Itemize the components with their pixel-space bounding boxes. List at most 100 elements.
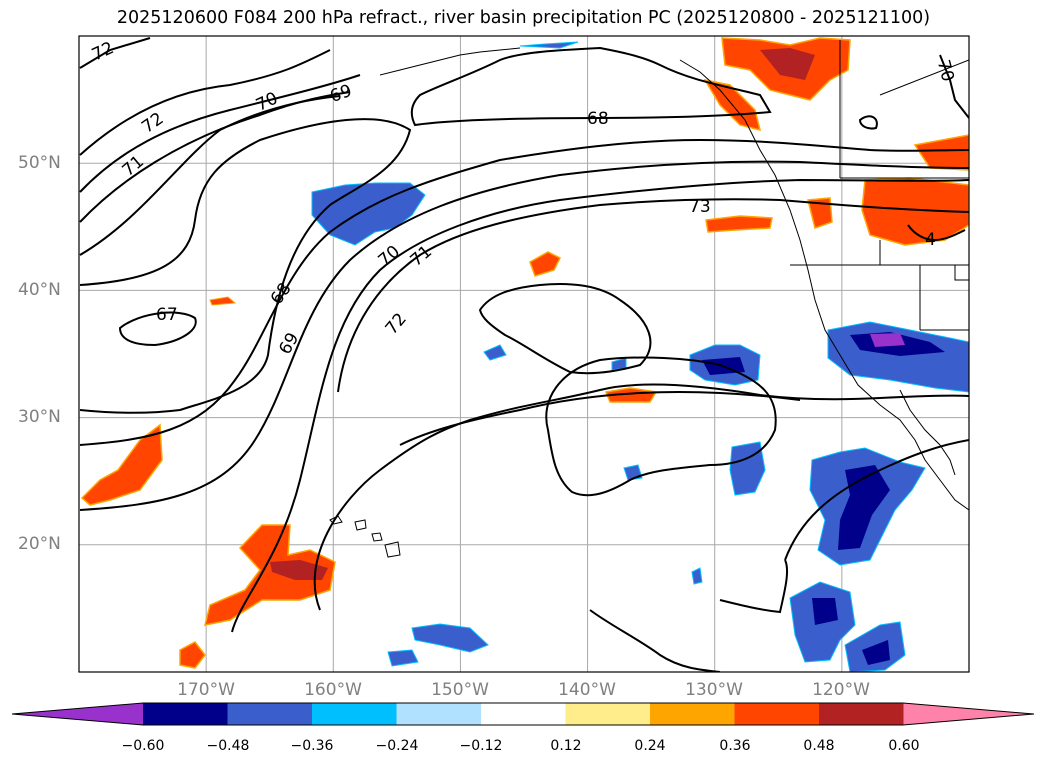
refractivity-contours	[79, 37, 969, 672]
anomaly-region	[705, 215, 773, 233]
colorbar-segment	[903, 703, 1034, 725]
colorbar-tick-label: −0.36	[290, 738, 334, 754]
anomaly-region	[203, 524, 336, 626]
anomaly-region	[913, 134, 969, 171]
contour-line	[79, 138, 969, 446]
anomaly-region	[827, 321, 969, 393]
lat-label: 40°N	[18, 280, 61, 300]
contour-label: 4	[925, 230, 936, 250]
anomaly-region	[311, 182, 426, 246]
anomaly-region	[870, 333, 905, 347]
map-title: 2025120600 F084 200 hPa refract., river …	[116, 8, 931, 28]
colorbar-tick-label: −0.12	[459, 738, 503, 754]
anomaly-region	[807, 197, 833, 229]
lon-label: 170°W	[177, 680, 235, 700]
hawaii-islands	[329, 515, 401, 558]
baja-coast	[899, 389, 956, 476]
colorbar-tick-label: −0.48	[206, 738, 250, 754]
north-america-coast	[679, 59, 969, 511]
contour-label: 70	[253, 89, 281, 116]
contour-label: 67	[156, 305, 178, 325]
contour-label: 68	[267, 279, 296, 308]
contour-line	[231, 178, 969, 633]
colorbar-tick-label: −0.60	[121, 738, 165, 754]
colorbar-outline	[11, 702, 1035, 726]
contour-line	[545, 356, 777, 497]
anomaly-region	[862, 640, 890, 665]
colorbar-segment	[143, 703, 228, 725]
colorbar-tick-label: 0.24	[634, 738, 666, 754]
contour-line	[399, 391, 801, 446]
colorbar-segment	[312, 703, 397, 725]
contour-label: 72	[382, 309, 411, 338]
contour-line	[478, 282, 652, 375]
anomaly-region	[387, 649, 419, 667]
contour-line	[79, 95, 341, 256]
contour-line	[337, 198, 969, 393]
anomaly-region	[519, 41, 579, 49]
map-frame	[78, 35, 970, 673]
contour-label: 71	[407, 242, 436, 271]
lon-label: 160°W	[304, 680, 362, 700]
contour-line	[410, 46, 772, 127]
contour-line	[939, 54, 969, 119]
colorbar-segment	[396, 703, 481, 725]
colorbar-tick-label: 0.36	[719, 738, 751, 754]
anomaly-region	[529, 251, 562, 277]
anomaly-region	[270, 560, 328, 580]
positive-anomaly-regions	[80, 37, 969, 669]
contour-line	[313, 383, 969, 611]
colorbar-segment	[565, 703, 650, 725]
lon-label: 140°W	[558, 680, 616, 700]
state-boundaries	[790, 40, 969, 331]
anomaly-region	[729, 441, 766, 496]
lat-label: 50°N	[18, 153, 61, 173]
contour-label: 70	[375, 242, 404, 271]
contour-line	[79, 49, 331, 156]
colorbar-segment	[819, 703, 904, 725]
contour-label: 73	[689, 197, 711, 217]
lon-label: 150°W	[431, 680, 489, 700]
map-plot-area	[79, 36, 969, 672]
colorbar	[11, 702, 1035, 726]
anomaly-region	[760, 48, 815, 80]
lat-label: 20°N	[18, 534, 61, 554]
anomaly-region	[209, 296, 237, 306]
lon-label: 130°W	[685, 680, 743, 700]
contour-line	[907, 224, 966, 242]
colorbar-tick-label: 0.12	[550, 738, 582, 754]
contour-label: 68	[587, 109, 609, 129]
coastlines	[329, 40, 969, 558]
alaska-coast	[379, 47, 521, 76]
contour-line	[79, 37, 151, 69]
colorbar-segment	[227, 703, 312, 725]
colorbar-segment	[734, 703, 819, 725]
colorbar-tick-label: −0.24	[375, 738, 419, 754]
contour-line	[79, 160, 969, 511]
anomaly-region	[179, 641, 206, 669]
anomaly-region	[80, 423, 163, 506]
anomaly-region	[604, 387, 658, 403]
anomaly-region	[483, 344, 507, 361]
colorbar-segment	[650, 703, 735, 725]
colorbar-tick-label: 0.60	[888, 738, 920, 754]
anomaly-region	[691, 567, 703, 585]
colorbar-tick-label: 0.48	[803, 738, 835, 754]
contour-label: 69	[327, 81, 354, 107]
contour-label: 69	[275, 329, 303, 358]
contour-line	[118, 311, 197, 347]
contour-line	[719, 559, 789, 614]
colorbar-segment	[481, 703, 566, 725]
lat-label: 30°N	[18, 407, 61, 427]
negative-anomaly-regions	[311, 41, 969, 672]
anomaly-region	[812, 598, 838, 625]
contour-line	[589, 609, 721, 672]
contour-line	[79, 74, 361, 193]
lon-label: 120°W	[812, 680, 870, 700]
contour-line	[858, 115, 878, 130]
colorbar-segment	[12, 703, 143, 725]
contour-label: 70	[933, 58, 958, 84]
anomaly-region	[411, 623, 489, 653]
contour-line	[79, 118, 412, 414]
